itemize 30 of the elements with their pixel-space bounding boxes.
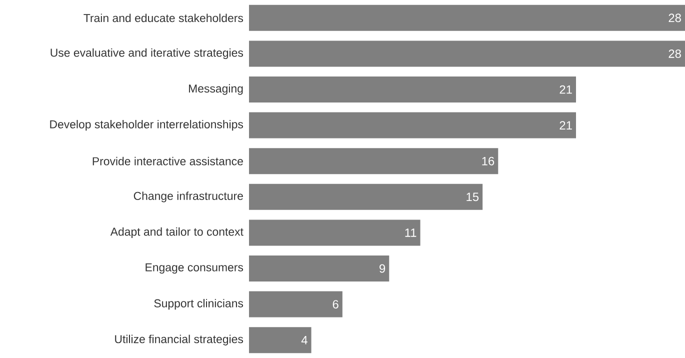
y-tick-label: Change infrastructure — [134, 192, 243, 202]
bar — [249, 76, 576, 102]
data-label: 16 — [482, 156, 494, 166]
bar — [249, 291, 342, 318]
bar — [249, 40, 685, 67]
bar — [249, 220, 420, 246]
data-label: 6 — [332, 300, 338, 309]
data-label: 4 — [301, 336, 308, 344]
y-tick-label: Develop stakeholder interrelationships — [50, 120, 244, 131]
y-tick-label: Support clinicians — [154, 298, 244, 310]
data-label: 21 — [560, 121, 572, 130]
bar — [249, 148, 498, 174]
bar — [249, 256, 390, 282]
data-label: 28 — [668, 49, 681, 58]
data-label: 11 — [405, 228, 416, 237]
y-tick-label: Messaging — [189, 84, 243, 95]
data-label: 15 — [466, 192, 479, 202]
data-label: 9 — [380, 264, 386, 273]
y-tick-label: Adapt and tailor to context — [110, 227, 244, 238]
y-tick-label: Engage consumers — [146, 263, 244, 274]
y-tick-label: Provide interactive assistance — [92, 156, 243, 166]
y-tick-label: Utilize financial strategies — [115, 334, 244, 346]
bar — [249, 327, 312, 354]
data-label: 21 — [560, 85, 572, 94]
bar — [249, 4, 685, 31]
y-tick-label: Train and educate stakeholders — [84, 14, 244, 22]
y-tick-label: Use evaluative and iterative strategies — [50, 48, 244, 60]
data-label: 28 — [668, 14, 681, 22]
bar — [249, 184, 483, 210]
bar — [249, 112, 576, 138]
